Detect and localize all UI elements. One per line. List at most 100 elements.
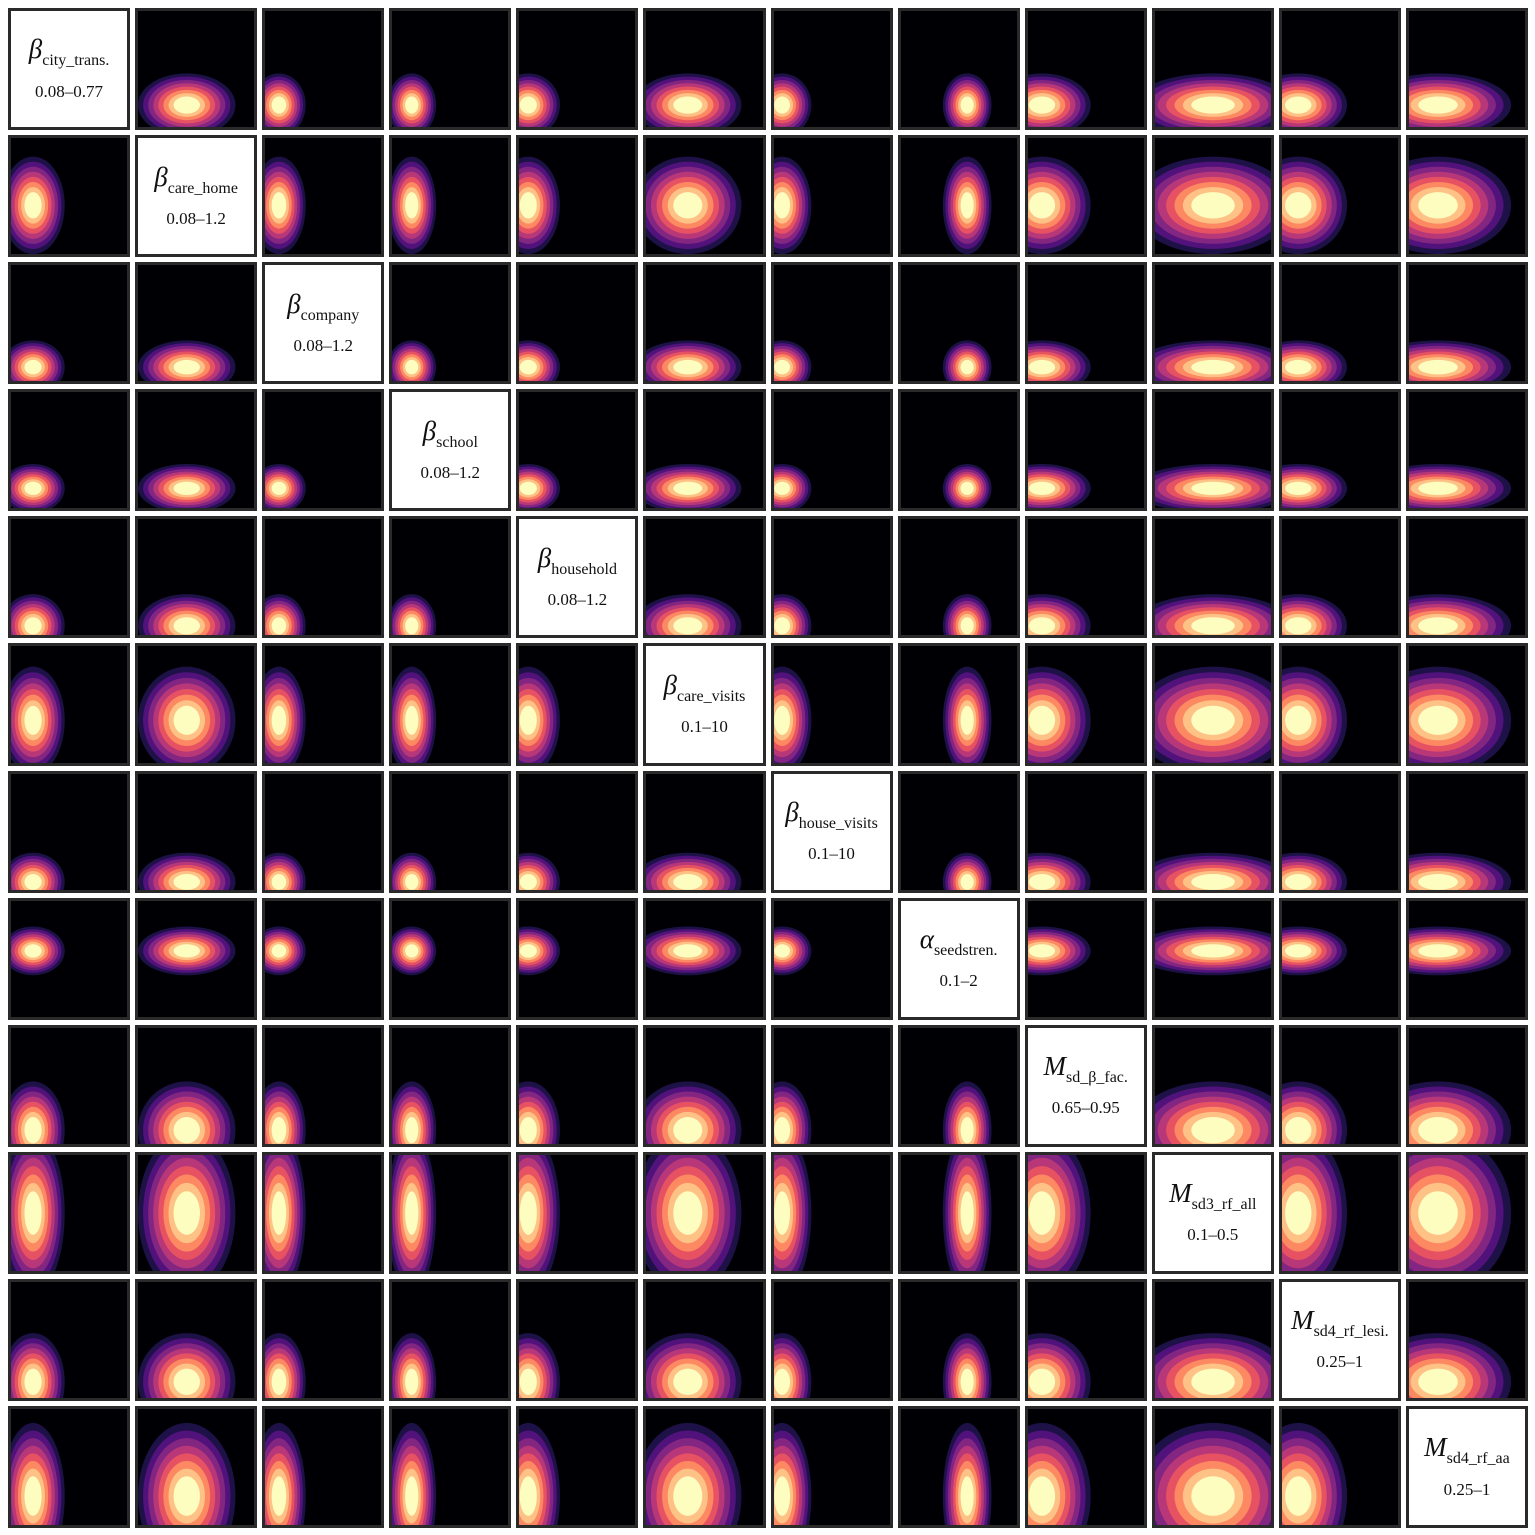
density-contour-level-8 (1028, 481, 1055, 496)
density-cell-11-3 (389, 1405, 512, 1528)
density-contour-level-8 (673, 873, 703, 890)
density-contour-level-8 (1418, 192, 1458, 219)
density-contour-level-8 (271, 481, 287, 496)
parameter-range: 0.1–0.5 (1187, 1225, 1239, 1245)
density-plot (519, 392, 636, 509)
density-contour-level-8 (1191, 1476, 1235, 1516)
parameter-range: 0.08–1.2 (166, 208, 226, 228)
density-contour-level-8 (24, 1191, 42, 1235)
density-contour-level-8 (173, 96, 201, 114)
density-cell-4-5 (643, 516, 766, 639)
parameter-symbol: β (537, 542, 552, 573)
density-contour-level-8 (173, 1116, 201, 1144)
parameter-symbol: β (422, 415, 437, 446)
density-cell-7-10 (1278, 897, 1401, 1020)
density-contour-level-8 (960, 1476, 974, 1516)
density-plot (265, 392, 382, 509)
density-contour-level-8 (1191, 1116, 1235, 1144)
parameter-range: 0.25–1 (1443, 1479, 1491, 1499)
density-contour-level-8 (271, 873, 287, 890)
density-contour-level-8 (271, 1368, 287, 1395)
density-plot (392, 646, 509, 763)
density-cell-11-1 (135, 1405, 258, 1528)
density-plot (1027, 265, 1144, 382)
density-cell-10-1 (135, 1278, 258, 1401)
parameter-subscript: sd4_rf_aa (1446, 1450, 1510, 1468)
density-contour-level-8 (1284, 617, 1312, 635)
density-plot (1027, 392, 1144, 509)
density-cell-2-7 (897, 262, 1020, 385)
density-plot (1281, 265, 1398, 382)
density-contour-level-8 (520, 360, 538, 375)
density-cell-2-1 (135, 262, 258, 385)
density-cell-0-6 (770, 8, 893, 131)
density-plot (392, 11, 509, 128)
density-contour-level-8 (1284, 360, 1312, 375)
density-plot (11, 519, 128, 636)
density-plot (773, 646, 890, 763)
density-plot (773, 1281, 890, 1398)
density-cell-8-6 (770, 1024, 893, 1147)
density-contour-level-8 (271, 706, 287, 736)
density-cell-5-2 (262, 643, 385, 766)
density-cell-2-3 (389, 262, 512, 385)
density-contour-level-8 (673, 360, 703, 375)
density-plot (11, 1281, 128, 1398)
density-plot (138, 1154, 255, 1271)
density-contour-level-8 (271, 617, 287, 635)
density-plot (265, 1154, 382, 1271)
density-cell-0-5 (643, 8, 766, 131)
density-cell-2-8 (1024, 262, 1147, 385)
density-contour-level-8 (773, 96, 790, 114)
density-contour-level-8 (520, 96, 538, 114)
density-plot (900, 265, 1017, 382)
density-contour-level-8 (1028, 1476, 1055, 1516)
density-contour-level-8 (1028, 192, 1055, 219)
density-cell-2-10 (1278, 262, 1401, 385)
density-contour-level-8 (960, 1368, 974, 1395)
density-contour-level-8 (405, 192, 419, 219)
density-plot (1154, 11, 1271, 128)
density-contour-level-8 (960, 873, 974, 890)
density-plot (1281, 1027, 1398, 1144)
density-plot (646, 392, 763, 509)
density-contour-level-8 (520, 481, 538, 496)
density-plot (11, 646, 128, 763)
density-contour-level-8 (271, 943, 287, 958)
density-cell-3-0 (8, 389, 131, 512)
density-contour-level-8 (1418, 943, 1458, 958)
density-cell-4-6 (770, 516, 893, 639)
density-plot (11, 1027, 128, 1144)
density-cell-1-10 (1278, 135, 1401, 258)
density-contour-level-8 (1028, 943, 1055, 958)
density-cell-8-2 (262, 1024, 385, 1147)
parameter-subscript: house_visits (798, 815, 878, 833)
density-contour-level-8 (1284, 481, 1312, 496)
density-cell-5-9 (1151, 643, 1274, 766)
density-cell-6-10 (1278, 770, 1401, 893)
density-plot (1154, 773, 1271, 890)
parameter-symbol: β (663, 669, 677, 700)
density-contour-level-8 (1284, 943, 1312, 958)
density-cell-8-7 (897, 1024, 1020, 1147)
density-cell-1-4 (516, 135, 639, 258)
density-plot (519, 1281, 636, 1398)
density-plot (646, 519, 763, 636)
density-plot (138, 392, 255, 509)
density-plot (1154, 265, 1271, 382)
density-plot (1408, 392, 1525, 509)
parameter-range: 0.1–10 (808, 844, 855, 864)
density-contour-level-8 (673, 96, 703, 114)
density-cell-4-10 (1278, 516, 1401, 639)
density-contour-level-8 (1028, 96, 1055, 114)
density-plot (1027, 11, 1144, 128)
density-contour-level-8 (773, 617, 790, 635)
parameter-range: 0.65–0.95 (1051, 1098, 1120, 1118)
parameter-subscript: school (436, 433, 478, 451)
density-plot (646, 1154, 763, 1271)
density-plot (1154, 646, 1271, 763)
density-cell-6-9 (1151, 770, 1274, 893)
parameter-range: 0.1–10 (681, 717, 728, 737)
density-plot (1027, 519, 1144, 636)
density-cell-0-8 (1024, 8, 1147, 131)
